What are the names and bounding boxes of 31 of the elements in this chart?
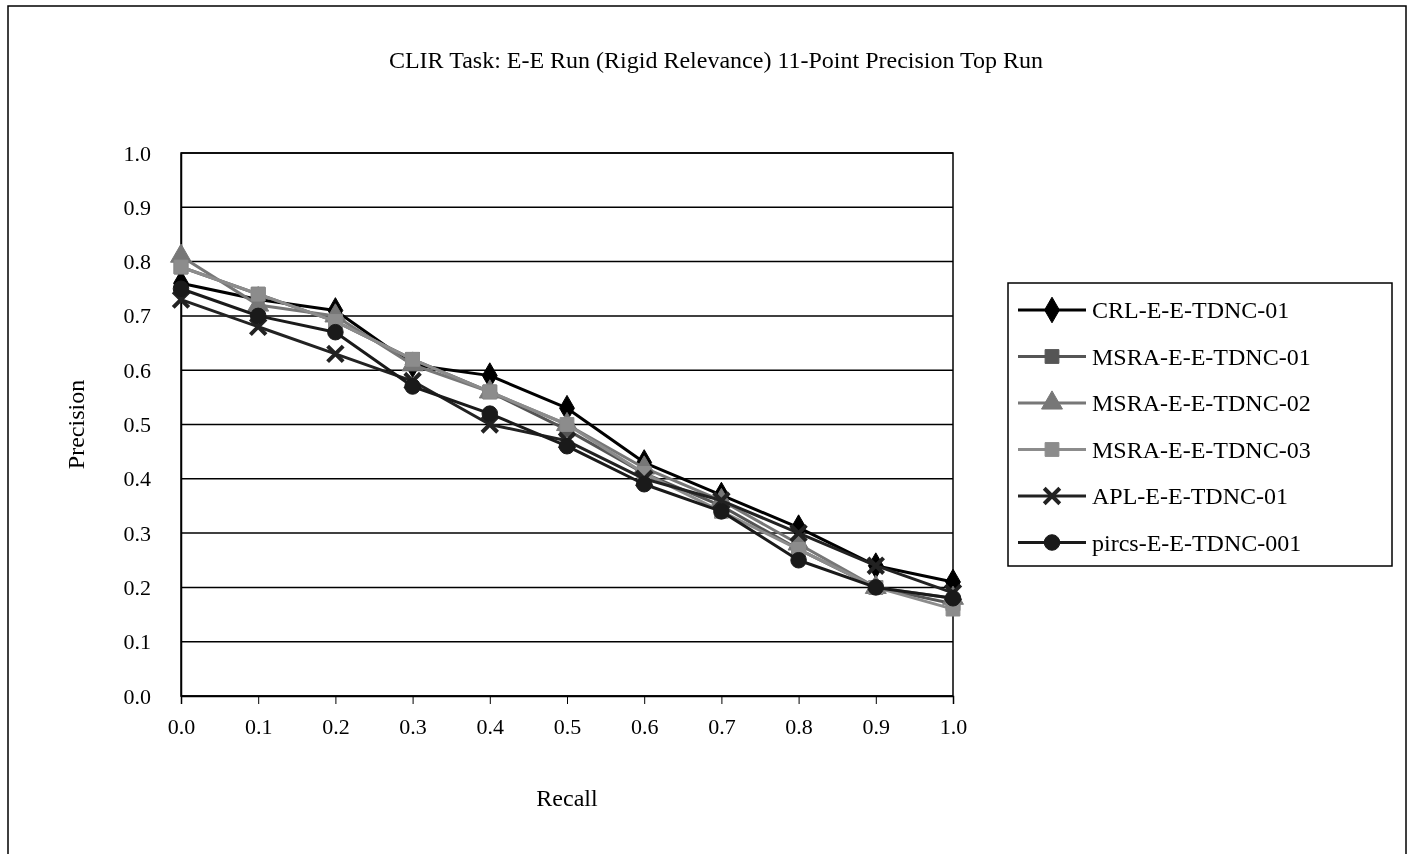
legend-label: APL-E-E-TDNC-01	[1092, 483, 1288, 509]
x-axis-title: Recall	[536, 785, 598, 811]
x-tick-label: 1.0	[939, 713, 968, 739]
x-tick-label: 0.4	[476, 713, 505, 739]
y-tick-label: 0.6	[123, 357, 151, 383]
y-tick-label: 0.1	[123, 629, 151, 655]
y-tick-label: 0.3	[123, 520, 151, 546]
legend-label: CRL-E-E-TDNC-01	[1092, 297, 1290, 323]
legend-label: MSRA-E-E-TDNC-03	[1092, 436, 1311, 463]
legend-label: pircs-E-E-TDNC-001	[1092, 529, 1302, 556]
x-tick-label: 0.3	[399, 713, 427, 739]
y-tick-label: 1.0	[123, 140, 151, 166]
y-tick-label: 0.9	[123, 194, 151, 220]
y-axis-title: Precision	[63, 379, 89, 470]
chart-title: CLIR Task: E-E Run (Rigid Relevance) 11-Point Precision Top Run	[388, 47, 1044, 73]
y-tick-label: 0.5	[123, 412, 151, 438]
x-tick-label: 0.8	[785, 713, 813, 739]
y-tick-label: 0.2	[123, 574, 151, 600]
x-tick-label: 0.0	[167, 713, 196, 739]
x-tick-label: 0.7	[708, 713, 736, 739]
x-tick-label: 0.1	[244, 713, 273, 739]
legend-label: MSRA-E-E-TDNC-01	[1092, 343, 1311, 370]
x-tick-label: 0.9	[862, 713, 891, 739]
legend-label: MSRA-E-E-TDNC-02	[1092, 390, 1311, 416]
x-tick-label: 0.6	[630, 713, 659, 739]
y-tick-label: 0.0	[123, 683, 151, 709]
x-tick-label: 0.2	[322, 713, 350, 739]
y-tick-label: 0.8	[123, 249, 151, 275]
y-tick-label: 0.7	[123, 303, 151, 329]
y-tick-label: 0.4	[123, 466, 151, 492]
x-tick-label: 0.5	[553, 713, 582, 739]
